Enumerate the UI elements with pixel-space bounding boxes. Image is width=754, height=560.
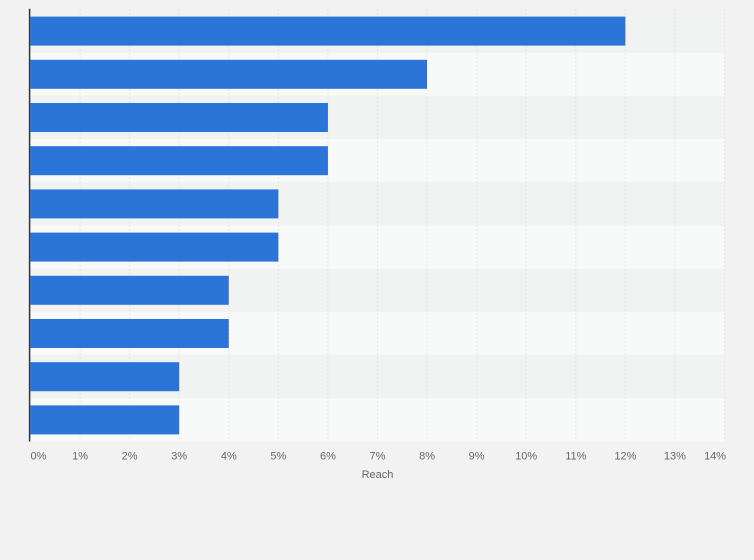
svg-text:11%: 11%: [565, 451, 586, 463]
svg-text:7%: 7%: [370, 451, 386, 463]
svg-text:10%: 10%: [515, 451, 537, 463]
svg-text:2%: 2%: [122, 451, 138, 463]
svg-text:6%: 6%: [320, 451, 336, 463]
svg-text:9%: 9%: [469, 451, 485, 463]
svg-text:0%: 0%: [31, 451, 47, 463]
svg-text:8%: 8%: [419, 451, 435, 463]
svg-text:3%: 3%: [171, 451, 187, 463]
svg-text:Reach: Reach: [362, 469, 394, 481]
svg-text:1%: 1%: [72, 451, 88, 463]
svg-text:13%: 13%: [664, 451, 686, 463]
svg-text:14%: 14%: [704, 451, 726, 463]
svg-text:12%: 12%: [614, 451, 636, 463]
svg-text:5%: 5%: [270, 451, 286, 463]
svg-text:4%: 4%: [221, 451, 237, 463]
